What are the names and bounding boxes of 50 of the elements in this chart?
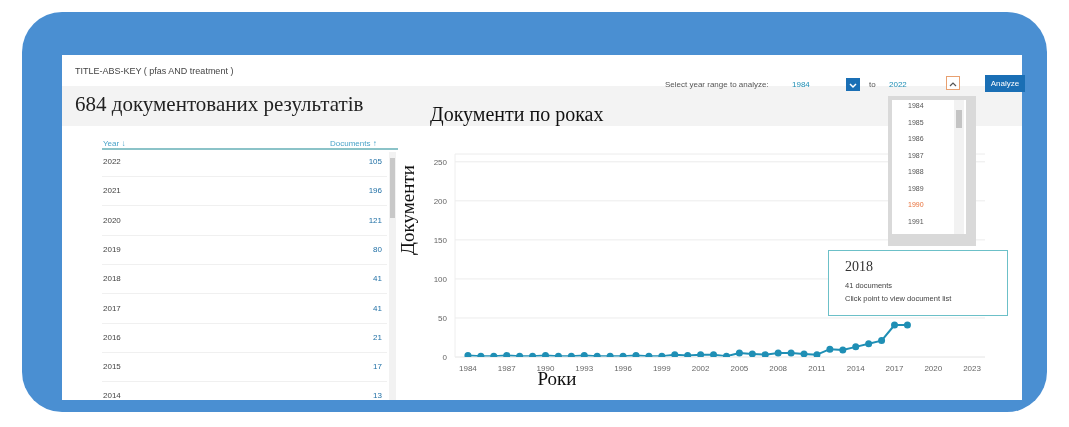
text: 2021 bbox=[103, 186, 121, 196]
text: TITLE-ABS-KEY ( pfas AND treatment ) bbox=[75, 66, 234, 76]
x-tick-label: 1987 bbox=[497, 363, 517, 373]
x-tick-label: 1993 bbox=[575, 363, 594, 373]
x-tick-label: 1990 bbox=[536, 363, 555, 373]
x-tick-label: 2014 bbox=[846, 363, 866, 373]
text: Select year range to analyze: bbox=[665, 80, 769, 89]
text: 2014 bbox=[103, 391, 121, 401]
x-tick-label: 2017 bbox=[885, 363, 904, 373]
text: 2018 bbox=[103, 274, 121, 284]
text: 2020 bbox=[103, 215, 121, 225]
annotation: 2018 bbox=[845, 259, 873, 275]
text: 21 bbox=[372, 332, 382, 342]
x-tick-label: 2008 bbox=[769, 363, 788, 373]
text: 41 bbox=[372, 303, 382, 313]
text: Year ↓ bbox=[103, 139, 126, 148]
text: 13 bbox=[372, 391, 382, 401]
text: 196 bbox=[367, 186, 382, 196]
text: 2016 bbox=[103, 332, 121, 342]
x-tick-label: 2011 bbox=[808, 363, 827, 373]
y-tick-label: 100 bbox=[433, 274, 448, 284]
text: 2017 bbox=[103, 303, 121, 313]
y-tick-label: 250 bbox=[433, 157, 448, 167]
text: 80 bbox=[372, 244, 382, 254]
x-tick-label: 2002 bbox=[691, 363, 711, 373]
x-tick-label: 2023 bbox=[963, 363, 982, 373]
text: 2022 bbox=[103, 157, 121, 166]
y-tick-label: 50 bbox=[438, 313, 448, 323]
x-tick-label: 2005 bbox=[730, 363, 749, 373]
y-tick-label: 0 bbox=[442, 352, 448, 362]
text: 1984 bbox=[792, 80, 810, 89]
x-tick-label: 1999 bbox=[652, 363, 672, 373]
x-tick-label: 1984 bbox=[459, 363, 478, 373]
x-tick-label: 1996 bbox=[614, 363, 633, 373]
y-axis-title: Документи bbox=[397, 165, 419, 255]
text: 2015 bbox=[103, 362, 121, 372]
chart-title: Документи по роках bbox=[430, 103, 604, 126]
text: 105 bbox=[367, 157, 382, 166]
text: 121 bbox=[367, 215, 382, 225]
text: 684 документованих результатів bbox=[75, 92, 364, 117]
text: 41 bbox=[372, 274, 382, 284]
text: to bbox=[869, 80, 876, 89]
text: Documents ↑ bbox=[330, 139, 377, 148]
text: 2022 bbox=[889, 80, 907, 89]
x-tick-label: 2020 bbox=[924, 363, 943, 373]
text: 2019 bbox=[103, 244, 121, 254]
text: Analyze bbox=[985, 75, 1025, 92]
y-tick-label: 150 bbox=[433, 235, 448, 245]
y-tick-label: 200 bbox=[433, 196, 448, 206]
text: 17 bbox=[372, 362, 382, 372]
